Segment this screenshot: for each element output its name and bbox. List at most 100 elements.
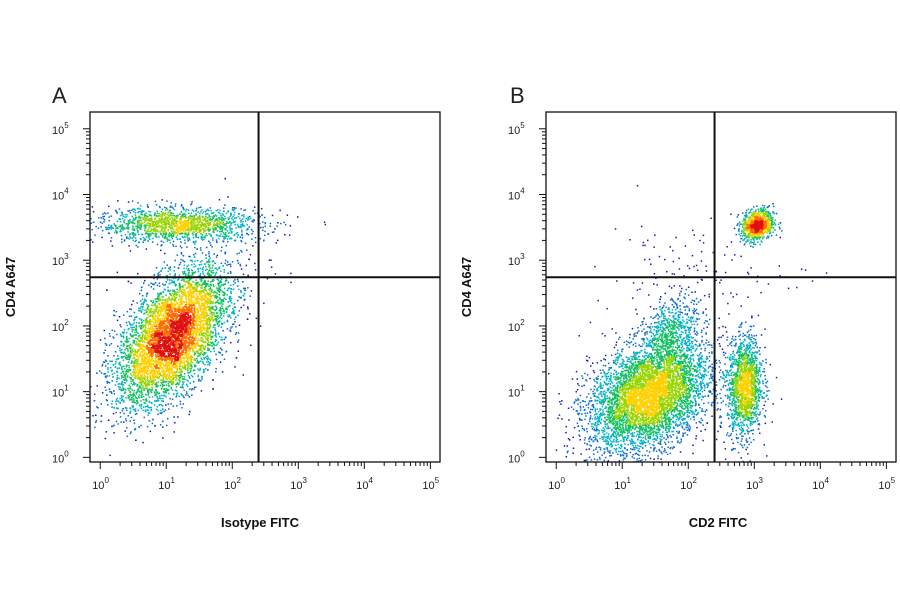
event-point	[203, 369, 205, 371]
event-point	[203, 332, 205, 334]
event-point	[210, 331, 212, 333]
event-point	[137, 246, 139, 248]
event-point	[134, 312, 136, 314]
event-point	[122, 389, 124, 391]
event-point	[173, 245, 175, 247]
event-point	[234, 207, 236, 209]
event-point	[121, 369, 123, 371]
event-point	[156, 383, 158, 385]
event-point	[213, 279, 215, 281]
event-point	[166, 237, 168, 239]
event-point	[184, 220, 186, 222]
event-point	[224, 322, 226, 324]
event-point	[284, 234, 286, 236]
event-point	[227, 328, 229, 330]
event-point	[209, 275, 211, 277]
event-point	[227, 211, 229, 213]
event-point	[247, 224, 249, 226]
event-point	[206, 233, 208, 235]
event-point	[162, 311, 164, 313]
event-point	[189, 216, 191, 218]
event-point	[231, 298, 233, 300]
event-point	[174, 209, 176, 211]
event-point	[134, 429, 136, 431]
event-point	[120, 412, 122, 414]
event-point	[165, 213, 167, 215]
event-point	[196, 290, 198, 292]
event-point	[180, 371, 182, 373]
event-point	[155, 233, 157, 235]
event-point	[243, 374, 245, 376]
event-point	[214, 292, 216, 294]
event-point	[206, 229, 208, 231]
event-point	[160, 233, 162, 235]
event-point	[111, 237, 113, 239]
event-point	[127, 311, 129, 313]
event-point	[117, 355, 119, 357]
event-point	[107, 212, 109, 214]
event-point	[215, 273, 217, 275]
event-point	[226, 307, 228, 309]
event-point	[132, 406, 134, 408]
event-point	[232, 222, 234, 224]
event-point	[205, 337, 207, 339]
event-point	[113, 390, 115, 392]
event-point	[205, 320, 207, 322]
event-point	[147, 204, 149, 206]
event-point	[212, 272, 214, 274]
event-point	[158, 213, 160, 215]
event-point	[140, 379, 142, 381]
event-point	[144, 375, 146, 377]
event-point	[159, 283, 161, 285]
event-point	[189, 295, 191, 297]
event-point	[129, 308, 131, 310]
event-point	[289, 234, 291, 236]
event-point	[194, 224, 196, 226]
event-point	[275, 273, 277, 275]
event-point	[109, 344, 111, 346]
event-point	[131, 360, 133, 362]
event-point	[151, 216, 153, 218]
event-point	[119, 389, 121, 391]
event-point	[113, 355, 115, 357]
event-point	[160, 365, 162, 367]
event-point	[127, 350, 129, 352]
event-point	[160, 314, 162, 316]
event-point	[194, 264, 196, 266]
event-point	[126, 410, 128, 412]
event-point	[140, 300, 142, 302]
event-point	[176, 368, 178, 370]
event-point	[240, 224, 242, 226]
event-point	[164, 395, 166, 397]
event-point	[172, 375, 174, 377]
event-point	[149, 214, 151, 216]
event-point	[233, 284, 235, 286]
event-point	[142, 306, 144, 308]
event-point	[106, 228, 108, 230]
event-point	[126, 355, 128, 357]
event-point	[180, 290, 182, 292]
event-point	[176, 384, 178, 386]
event-point	[199, 321, 201, 323]
event-point	[159, 393, 161, 395]
event-point	[128, 222, 130, 224]
event-point	[172, 379, 174, 381]
event-point	[186, 391, 188, 393]
event-point	[199, 275, 201, 277]
event-point	[168, 221, 170, 223]
event-point	[102, 214, 104, 216]
event-point	[198, 237, 200, 239]
event-point	[183, 397, 185, 399]
event-point	[109, 389, 111, 391]
event-point	[242, 218, 244, 220]
event-point	[180, 374, 182, 376]
event-point	[181, 293, 183, 295]
event-point	[146, 309, 148, 311]
event-point	[178, 267, 180, 269]
event-point	[219, 317, 221, 319]
event-point	[139, 318, 141, 320]
event-point	[157, 294, 159, 296]
event-point	[210, 336, 212, 338]
event-point	[129, 210, 131, 212]
event-point	[162, 426, 164, 428]
